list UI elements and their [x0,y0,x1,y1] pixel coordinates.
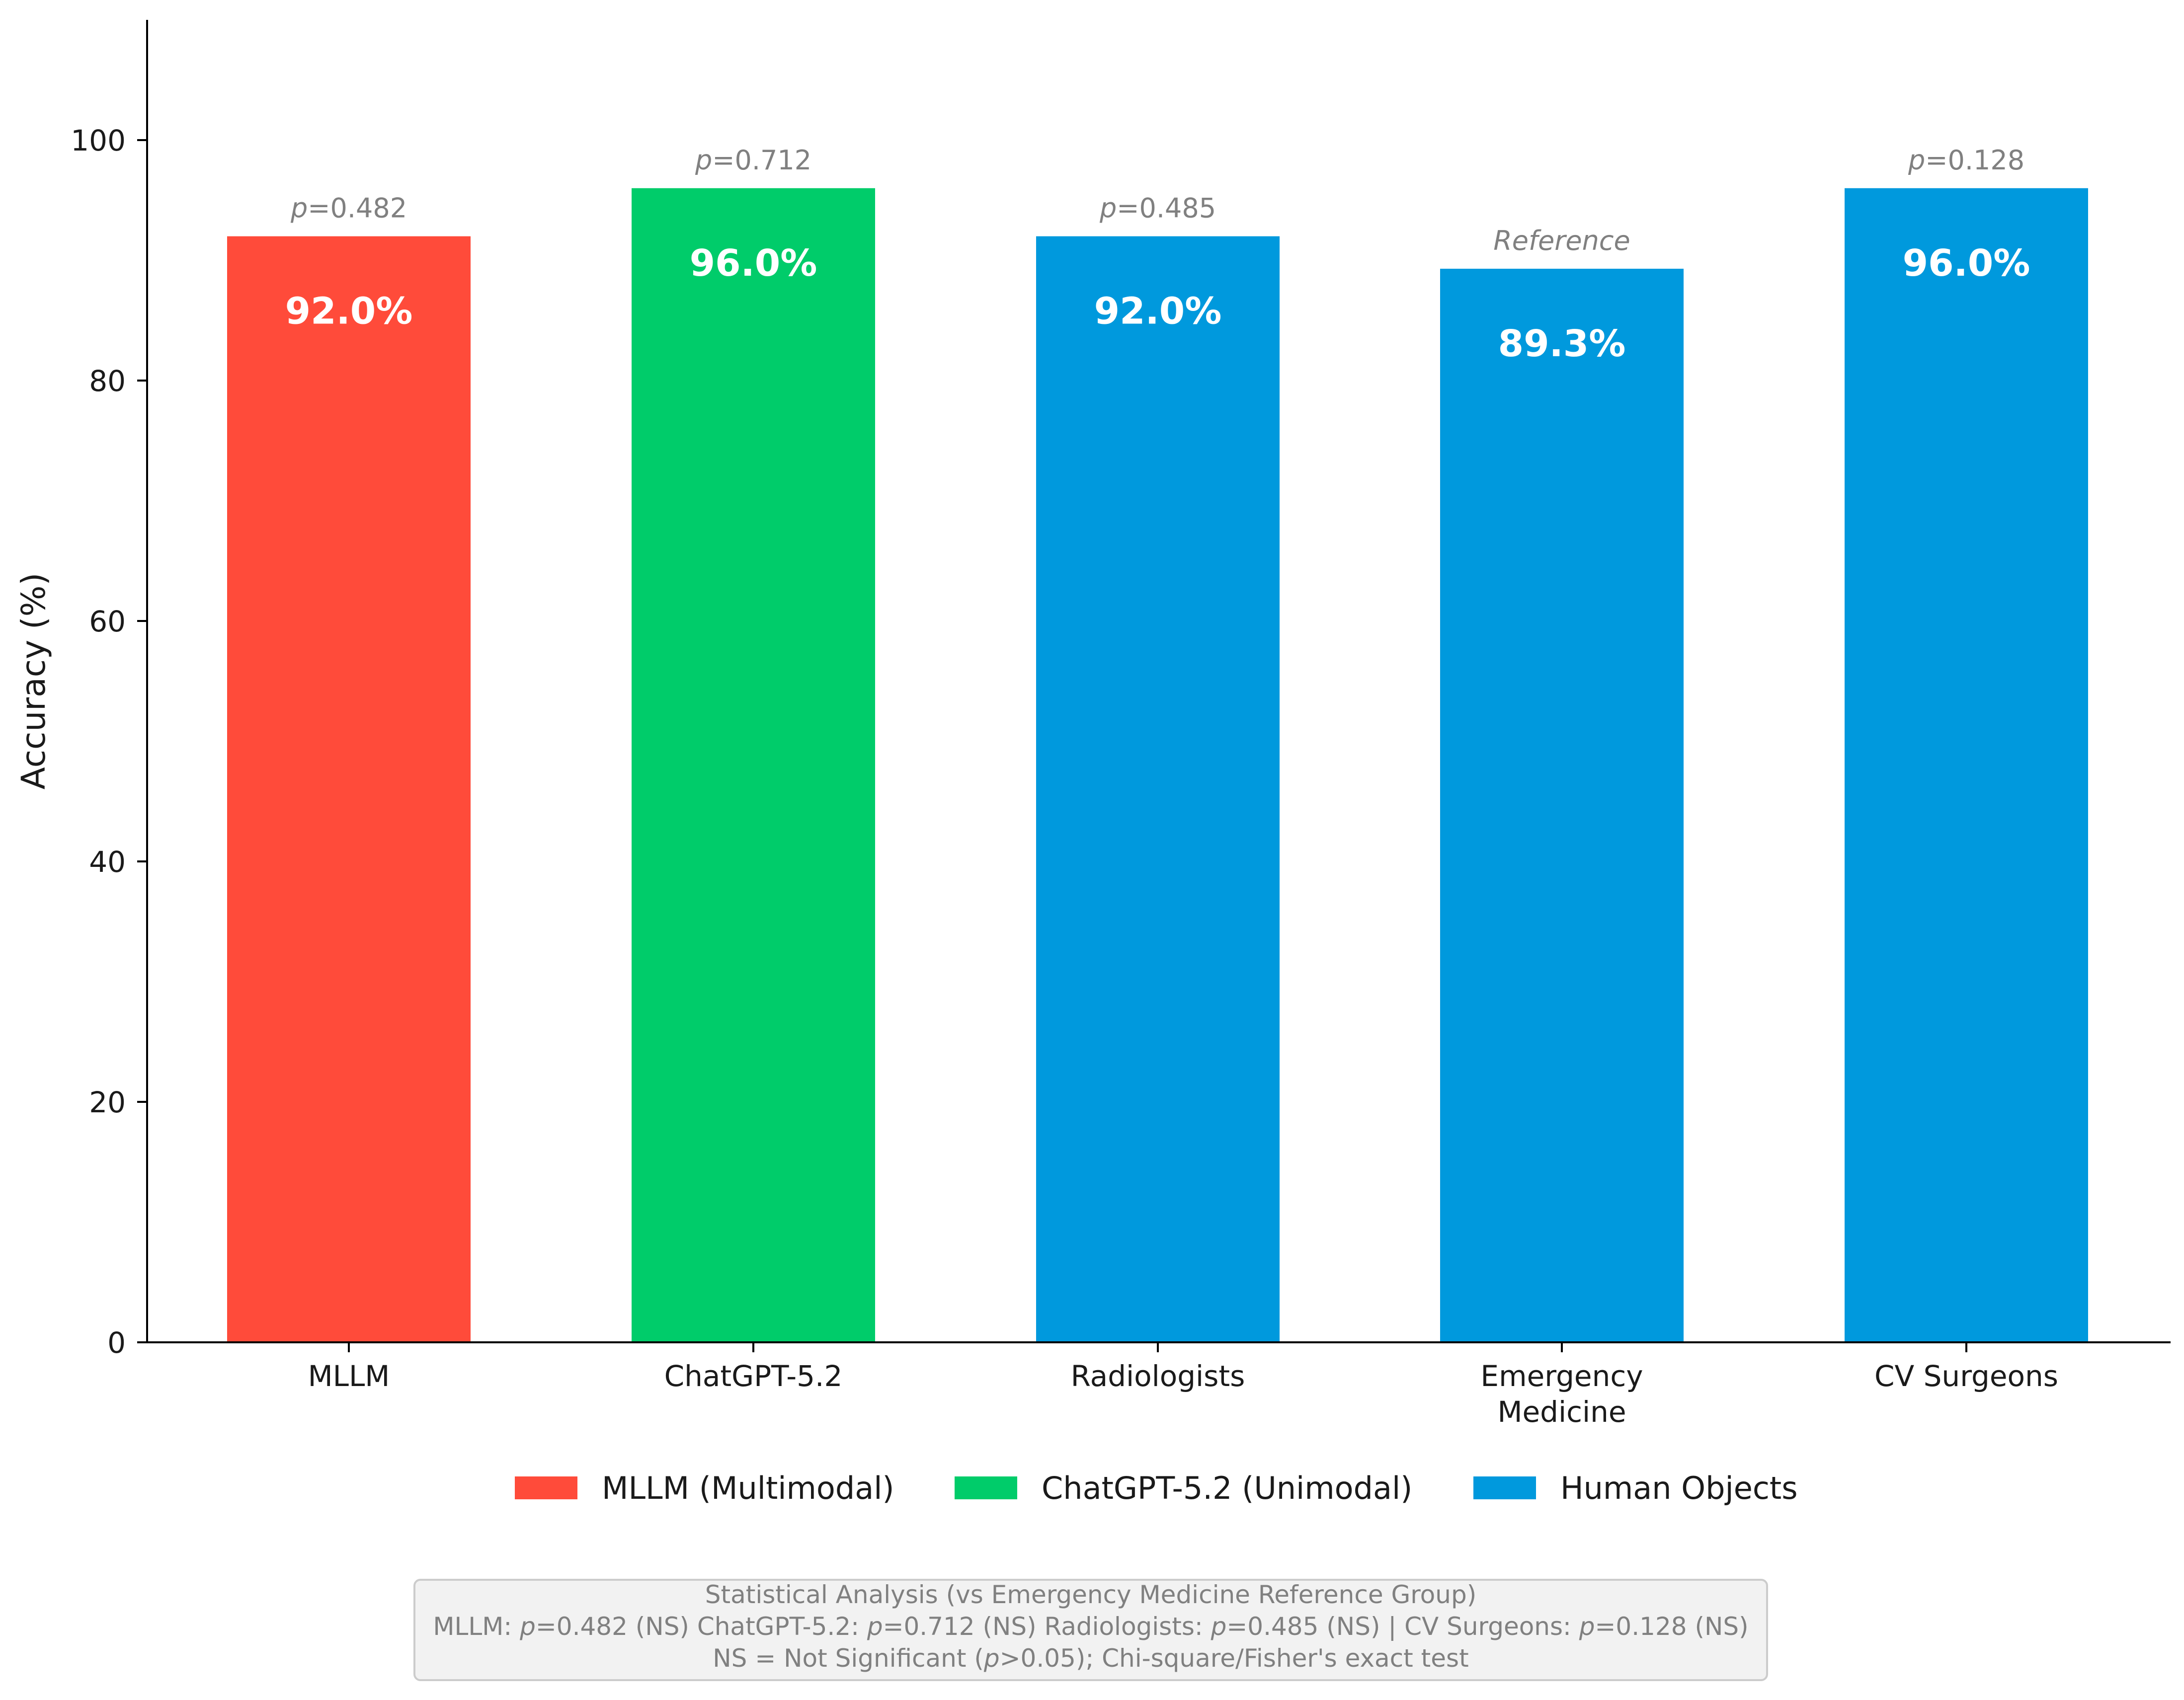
p-value: =0.485 [1117,193,1216,224]
y-tick-label: 0 [107,1326,126,1360]
stats-segment: MLLM: [433,1612,520,1641]
p-symbol: p [1099,193,1117,224]
stats-segment: NS = Not Significant ( [713,1644,984,1673]
stats-line-2: MLLM: p=0.482 (NS) ChatGPT-5.2: p=0.712 … [433,1612,1748,1641]
x-ticks-group: MLLM ChatGPT-5.2 Radiologists EmergencyMedi… [308,1342,2058,1429]
p-symbol: p [290,193,308,224]
bars-group [227,188,2088,1343]
legend-swatch [515,1476,577,1499]
y-tick-label: 60 [89,605,126,638]
y-tick-label: 20 [89,1085,126,1119]
legend: MLLM (Multimodal) ChatGPT-5.2 (Unimodal) H… [515,1470,1798,1506]
x-tick-label: CV Surgeons [1874,1359,2058,1393]
bar-4 [1845,188,2088,1342]
legend-label: Human Objects [1560,1470,1798,1506]
y-tick-label: 40 [89,845,126,879]
p-symbol: p [695,145,712,176]
p-value-annotation: p=0.128 [1908,145,2024,176]
x-tick-label: Radiologists [1071,1359,1245,1393]
bar-value-label: 92.0% [1094,290,1222,333]
stats-box: Statistical Analysis (vs Emergency Medic… [413,1579,1768,1681]
stats-segment: p [1579,1612,1595,1641]
x-tick-label: MLLM [308,1359,390,1393]
stats-segment: p [867,1612,883,1641]
y-tick-label: 100 [71,124,126,157]
bar-value-label: 92.0% [285,290,413,333]
p-value: =0.128 [1925,145,2024,176]
legend-label: MLLM (Multimodal) [602,1470,894,1506]
stats-segment: p [983,1644,1000,1673]
p-value-annotation: p=0.482 [290,193,407,224]
stats-segment: =0.712 (NS) Radiologists: [883,1612,1211,1641]
bar-value-label: 96.0% [1903,242,2030,285]
y-ticks-group: 0 20 40 60 80 100 [71,124,147,1360]
stats-segment: >0.05); Chi-square/Fisher's exact test [1000,1644,1469,1673]
value-labels-group: 92.0% 96.0% 92.0% 89.3% 96.0% [285,242,2030,365]
x-tick-label: Medicine [1497,1395,1626,1429]
legend-swatch [1473,1476,1536,1499]
x-tick-label: Emergency [1480,1359,1643,1393]
stats-segment: =0.485 (NS) | CV Surgeons: [1226,1612,1579,1641]
p-value-annotation: p=0.712 [695,145,811,176]
x-tick-label: ChatGPT-5.2 [664,1359,843,1393]
p-value-annotation: Reference [1493,225,1630,256]
bar-3 [1440,268,1684,1343]
bar-value-label: 89.3% [1498,322,1626,365]
y-axis-title: Accuracy (%) [14,573,53,790]
stats-segment: p [519,1612,536,1641]
bar-value-label: 96.0% [690,242,817,285]
p-value: =0.712 [712,145,811,176]
stats-line-1: Statistical Analysis (vs Emergency Medic… [705,1580,1476,1609]
stats-line-3: NS = Not Significant (p>0.05); Chi-squar… [713,1644,1468,1673]
p-value-annotation: p=0.485 [1099,193,1216,224]
stats-segment: =0.482 (NS) ChatGPT-5.2: [536,1612,867,1641]
legend-label: ChatGPT-5.2 (Unimodal) [1042,1470,1412,1506]
stats-box-background [413,1579,1768,1681]
bar-1 [632,188,875,1342]
bar-2 [1036,236,1280,1342]
legend-swatch [955,1476,1017,1499]
p-value: =0.482 [308,193,407,224]
stats-segment: =0.128 (NS) [1595,1612,1749,1641]
p-symbol: p [1908,145,1925,176]
bar-0 [227,236,471,1342]
stats-segment: p [1211,1612,1227,1641]
y-tick-label: 80 [89,364,126,398]
